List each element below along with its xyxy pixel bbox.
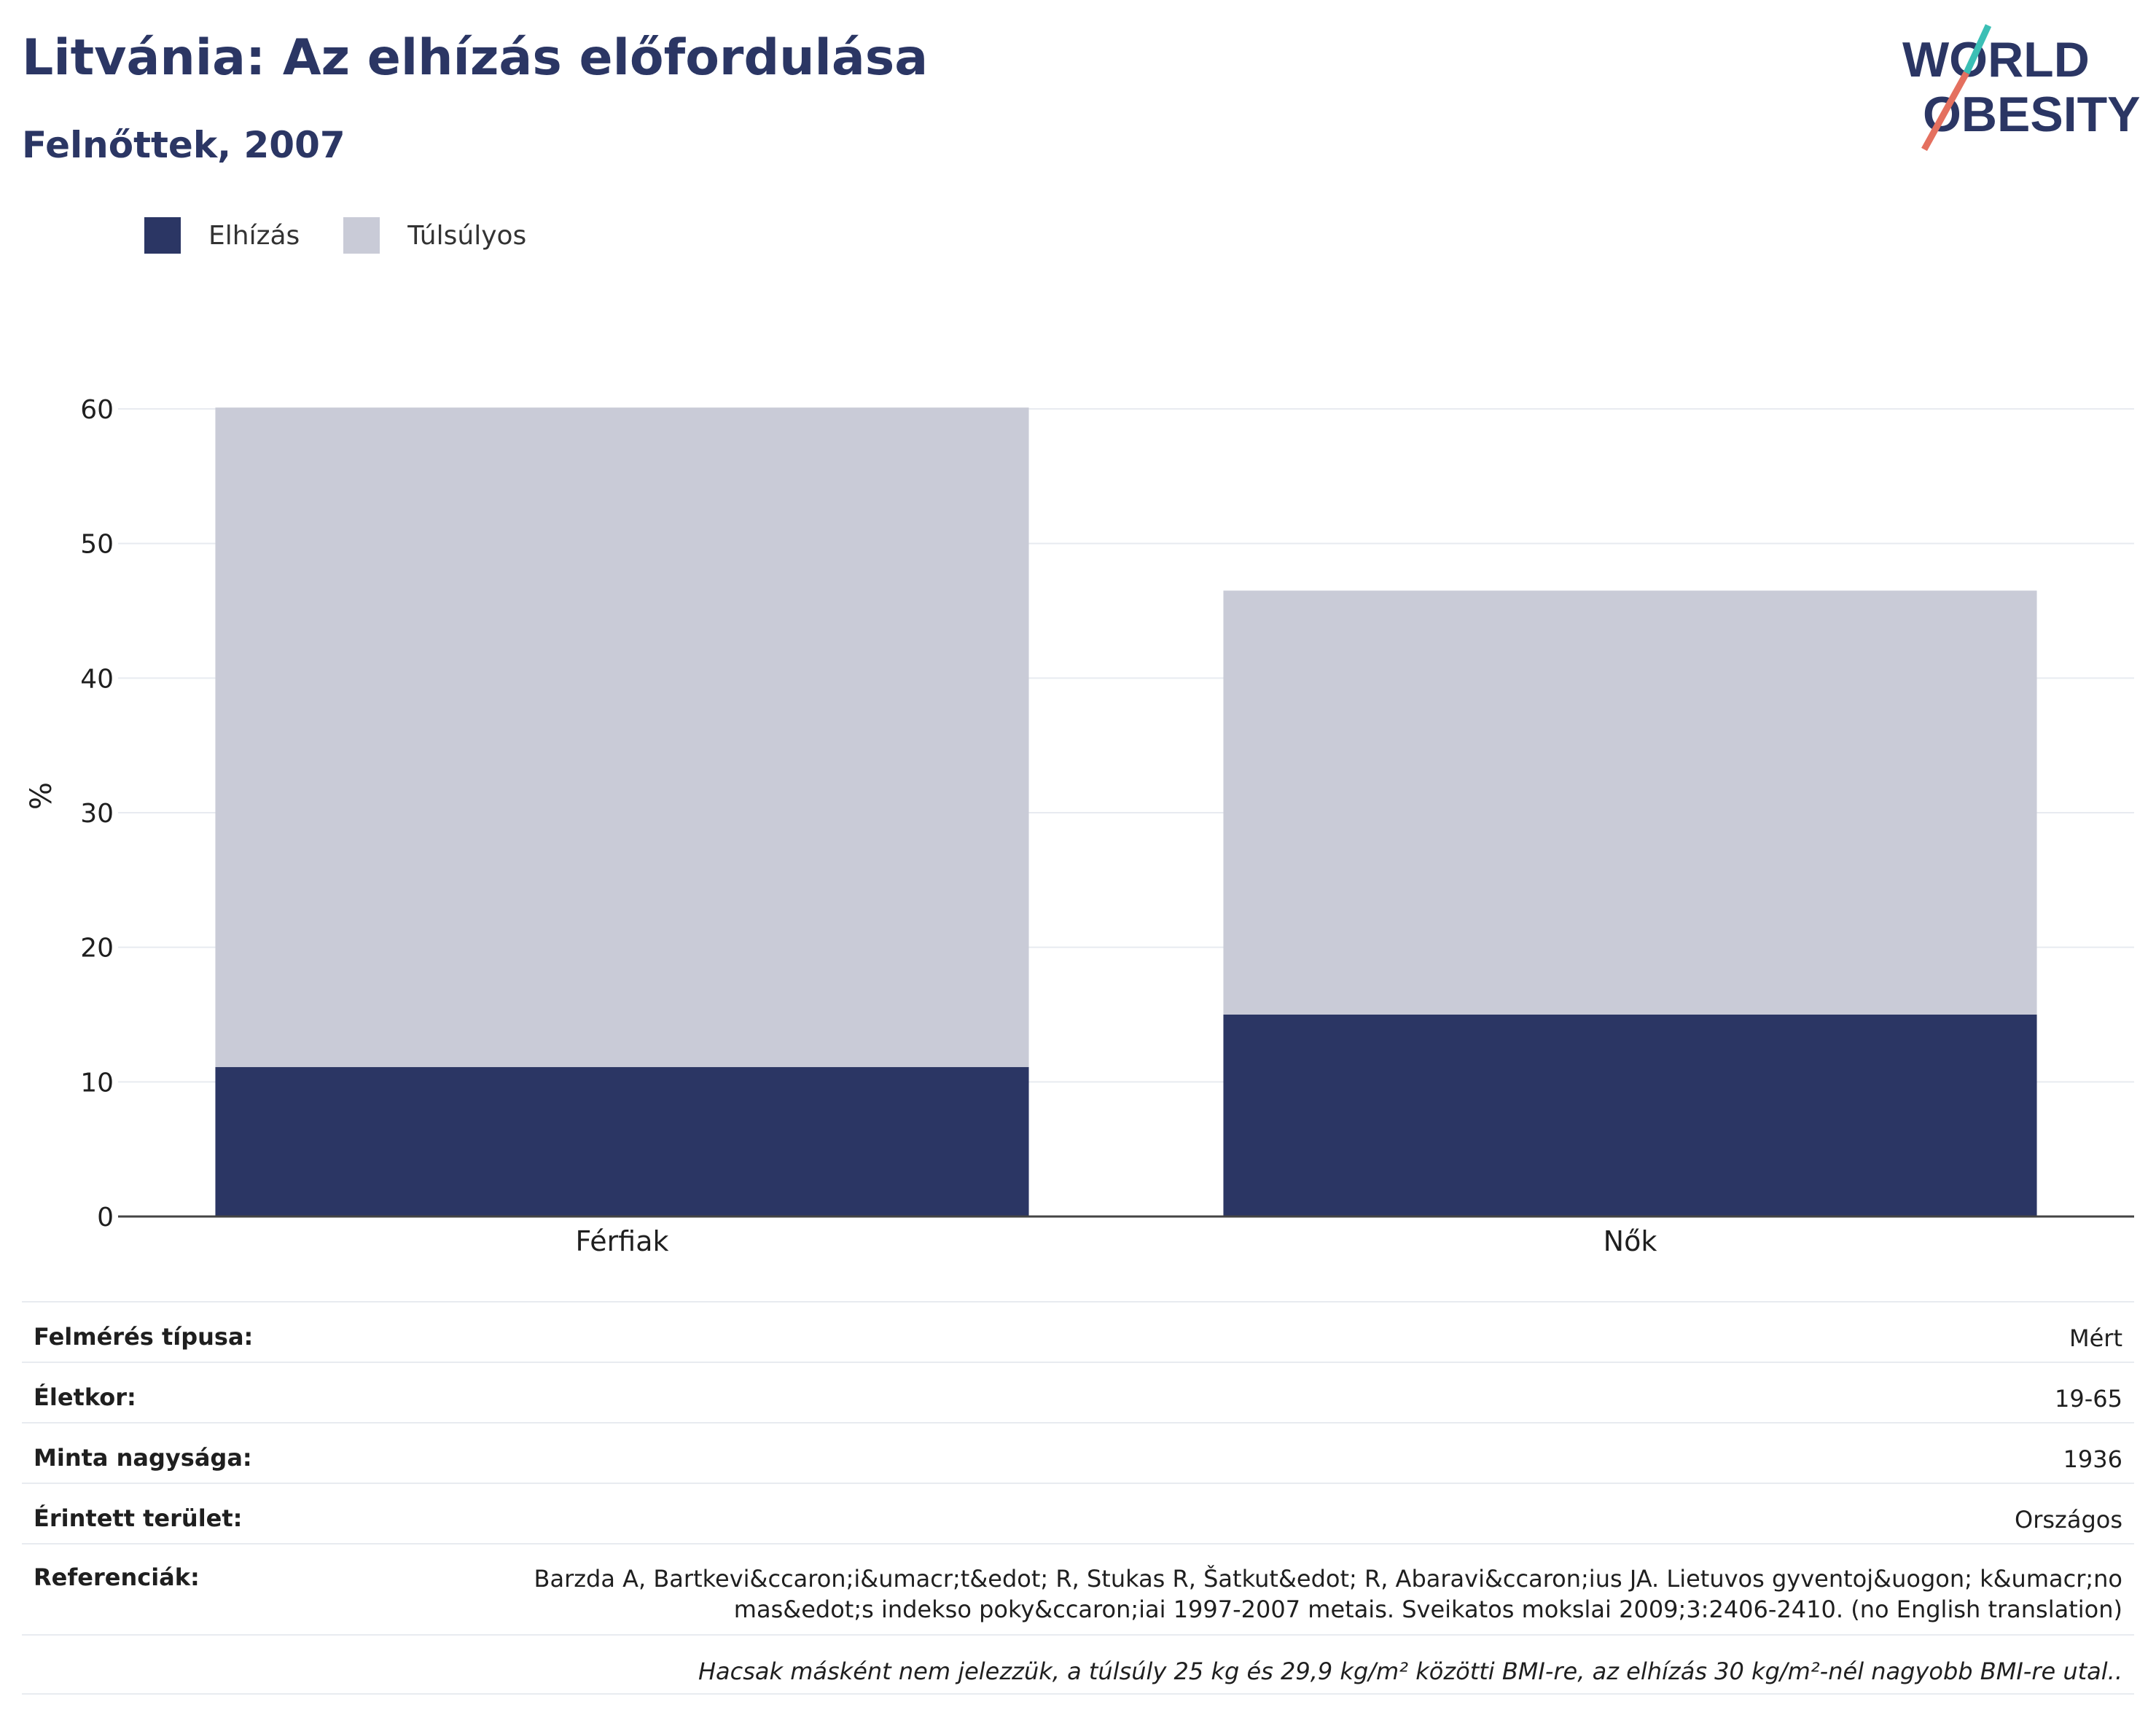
info-value-age: 19-65 (2055, 1385, 2122, 1413)
y-axis-label: % (25, 782, 58, 810)
y-axis-ticks: 0 10 20 30 40 50 60 (80, 395, 114, 1233)
logo-slash-teal (1963, 24, 1992, 74)
logo-slash-red (1921, 71, 1969, 152)
legend-label-overweight: Túlsúlyos (407, 220, 527, 251)
y-tick-label-40: 40 (80, 664, 114, 694)
bar-overweight-0[interactable] (215, 407, 1029, 1068)
y-tick-label-10: 10 (80, 1068, 114, 1098)
bar-chart: 0 10 20 30 40 50 60 Férfiak Nők % (25, 395, 2134, 1257)
legend-swatch-overweight (343, 217, 380, 254)
bars (215, 407, 2037, 1216)
x-tick-label-0: Férfiak (575, 1225, 668, 1257)
info-row-note: Hacsak másként nem jelezzük, a túlsúly 2… (22, 1634, 2134, 1695)
y-tick-label-60: 60 (80, 395, 114, 425)
info-row-survey-type: Felmérés típusa: Mért (22, 1301, 2134, 1362)
info-row-references: Referenciák: Barzda A, Bartkevi&ccaron;i… (22, 1543, 2134, 1634)
bar-obesity-0[interactable] (215, 1067, 1029, 1216)
chart-subtitle: Felnőttek, 2007 (22, 124, 345, 166)
definition-note: Hacsak másként nem jelezzük, a túlsúly 2… (698, 1657, 2122, 1685)
info-label-age: Életkor: (34, 1383, 136, 1411)
logo-line-2: OBESITY (1923, 87, 2141, 142)
info-label-area: Érintett terület: (34, 1504, 243, 1532)
chart-title: Litvánia: Az elhízás előfordulása (22, 29, 929, 87)
info-label-references: Referenciák: (34, 1563, 200, 1591)
y-tick-label-30: 30 (80, 799, 114, 829)
legend-swatch-obesity (144, 217, 181, 254)
info-value-survey-type: Mért (2069, 1324, 2122, 1352)
survey-info-table: Felmérés típusa: Mért Életkor: 19-65 Min… (22, 1301, 2134, 1695)
legend-item-overweight[interactable]: Túlsúlyos (343, 217, 526, 254)
legend-label-obesity: Elhízás (208, 220, 300, 251)
info-value-references: Barzda A, Bartkevi&ccaron;i&umacr;t&edot… (534, 1565, 2123, 1623)
legend: Elhízás Túlsúlyos (144, 217, 570, 254)
y-tick-label-20: 20 (80, 934, 114, 964)
bar-obesity-1[interactable] (1223, 1015, 2037, 1216)
info-row-area: Érintett terület: Országos (22, 1483, 2134, 1543)
y-tick-label-50: 50 (80, 530, 114, 560)
y-tick-label-0: 0 (97, 1203, 114, 1233)
info-label-survey-type: Felmérés típusa: (34, 1323, 254, 1351)
logo-line-1: WORLD (1902, 32, 2090, 87)
info-value-area: Országos (2015, 1506, 2122, 1534)
x-axis-labels: Férfiak Nők (575, 1225, 1657, 1257)
info-row-sample-size: Minta nagysága: 1936 (22, 1422, 2134, 1483)
info-row-age: Életkor: 19-65 (22, 1362, 2134, 1422)
info-label-sample-size: Minta nagysága: (34, 1444, 252, 1472)
legend-item-obesity[interactable]: Elhízás (144, 217, 300, 254)
x-tick-label-1: Nők (1604, 1225, 1657, 1257)
bar-overweight-1[interactable] (1223, 590, 2037, 1015)
world-obesity-logo: WORLD OBESITY (1902, 24, 2141, 152)
info-value-sample-size: 1936 (2063, 1445, 2122, 1473)
